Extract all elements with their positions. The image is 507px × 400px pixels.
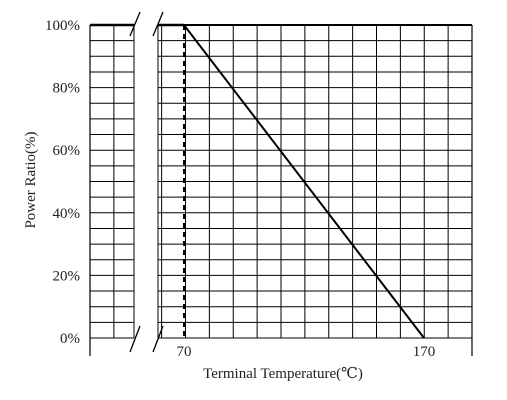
y-tick-label: 60% <box>53 143 81 159</box>
y-tick-label: 40% <box>53 206 81 222</box>
break-mark <box>129 11 141 37</box>
x-tick-label: 170 <box>413 344 436 360</box>
y-tick-label: 80% <box>53 81 81 97</box>
plot-area <box>90 23 425 339</box>
break-mark <box>129 325 141 353</box>
x-tick-label: 70 <box>177 344 192 360</box>
y-tick-label: 0% <box>60 331 80 347</box>
grid <box>89 22 473 359</box>
y-tick-labels: 100% 80% 60% 40% 20% 0% <box>45 18 80 347</box>
break-mark <box>152 325 164 353</box>
x-tick-labels: 70 170 <box>177 344 436 360</box>
x-axis-label: Terminal Temperature(℃) <box>203 366 363 382</box>
y-axis-label: Power Ratio(%) <box>23 131 39 228</box>
derating-line <box>183 24 425 339</box>
y-tick-label: 20% <box>53 268 81 284</box>
y-tick-label: 100% <box>45 18 80 34</box>
axis-break-gap <box>134 22 158 359</box>
